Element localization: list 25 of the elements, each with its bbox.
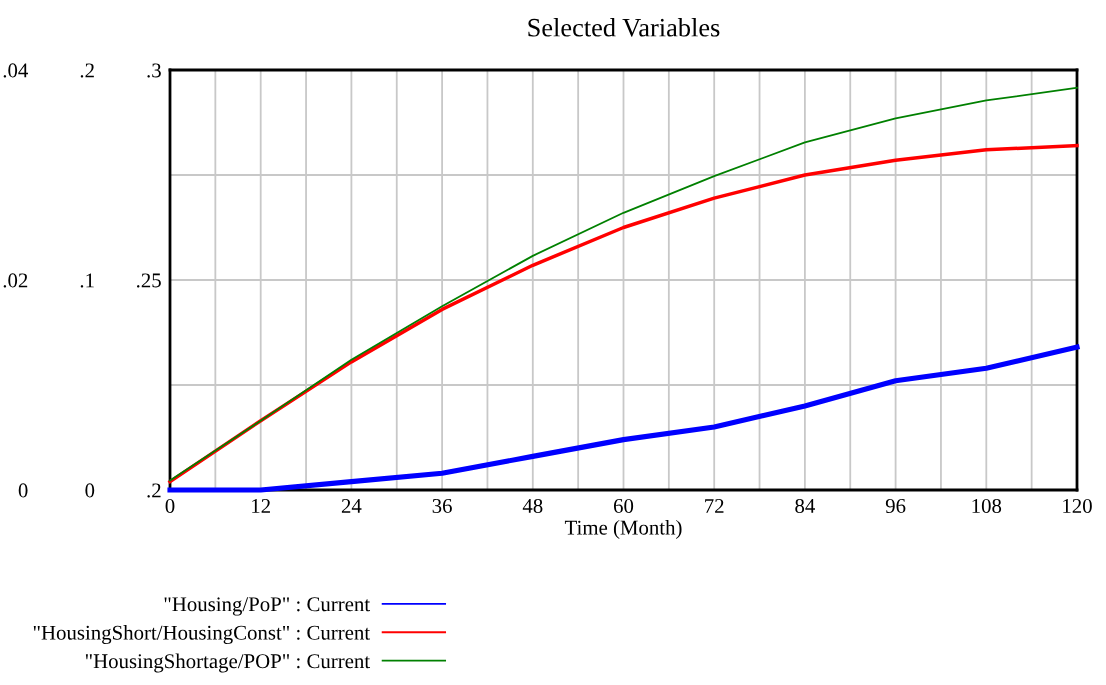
x-tick-label: 24 xyxy=(341,498,362,513)
legend-label: "HousingShortage/POP" : Current xyxy=(85,653,371,673)
y-tick-label: .2 xyxy=(147,483,161,498)
y2-tick-label: 0 xyxy=(85,483,95,498)
x-tick-label: 120 xyxy=(1063,498,1092,513)
y3-tick-label: .04 xyxy=(3,63,29,78)
x-tick-label: 36 xyxy=(432,498,452,513)
y3-tick-label: 0 xyxy=(18,483,28,498)
y-tick-label: .25 xyxy=(137,273,161,288)
x-tick-label: 108 xyxy=(972,498,1002,513)
y-tick-label: .3 xyxy=(147,63,161,78)
x-tick-label: 84 xyxy=(795,498,815,513)
y3-tick-label: .02 xyxy=(3,273,28,288)
x-tick-label: 96 xyxy=(885,498,906,513)
x-tick-label: 72 xyxy=(705,498,724,513)
x-tick-label: 0 xyxy=(165,498,175,513)
x-axis-title: Time (Month) xyxy=(564,520,682,539)
y2-tick-label: .1 xyxy=(80,273,94,288)
y2-tick-label: .2 xyxy=(80,63,94,78)
legend-label: "HousingShort/HousingConst" : Current xyxy=(33,625,371,645)
chart-title: Selected Variables xyxy=(528,18,720,37)
x-tick-label: 12 xyxy=(252,498,270,513)
legend-label: "Housing/PoP" : Current xyxy=(164,597,371,616)
x-tick-label: 60 xyxy=(613,498,634,513)
x-tick-label: 48 xyxy=(522,498,543,513)
